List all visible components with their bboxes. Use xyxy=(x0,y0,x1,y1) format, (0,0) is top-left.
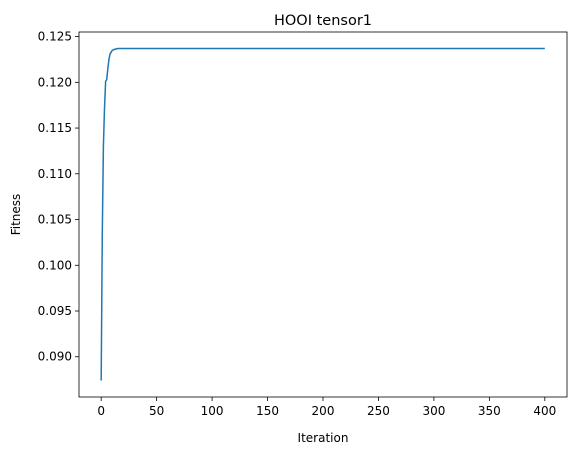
plot-area xyxy=(100,47,545,381)
x-tick-label: 350 xyxy=(478,404,501,418)
y-tick-label: 0.115 xyxy=(38,121,72,135)
x-axis-label: Iteration xyxy=(298,431,349,445)
y-axis-label: Fitness xyxy=(9,194,23,236)
y-tick-label: 0.095 xyxy=(38,304,72,318)
y-tick-label: 0.125 xyxy=(38,30,72,44)
x-tick-label: 50 xyxy=(149,404,164,418)
y-tick-label: 0.105 xyxy=(38,213,72,227)
y-tick-label: 0.100 xyxy=(38,258,72,272)
axes-frame xyxy=(78,31,568,398)
x-tick-label: 400 xyxy=(533,404,556,418)
x-tick-label: 100 xyxy=(201,404,224,418)
x-tick-label: 150 xyxy=(256,404,279,418)
y-tick-label: 0.120 xyxy=(38,75,72,89)
x-tick-label: 250 xyxy=(367,404,390,418)
x-tick-label: 200 xyxy=(312,404,335,418)
x-tick-label: 300 xyxy=(422,404,445,418)
x-axis: 0 50 100 150 200 250 300 350 400 xyxy=(97,397,556,418)
chart-title: HOOI tensor1 xyxy=(274,13,372,29)
series-line xyxy=(100,47,545,381)
y-tick-label: 0.090 xyxy=(38,350,72,364)
y-tick-label: 0.110 xyxy=(38,167,72,181)
y-axis: 0.090 0.095 0.100 0.105 0.110 0.115 0.120 0.125 xyxy=(38,30,79,364)
x-tick-label: 0 xyxy=(97,404,105,418)
